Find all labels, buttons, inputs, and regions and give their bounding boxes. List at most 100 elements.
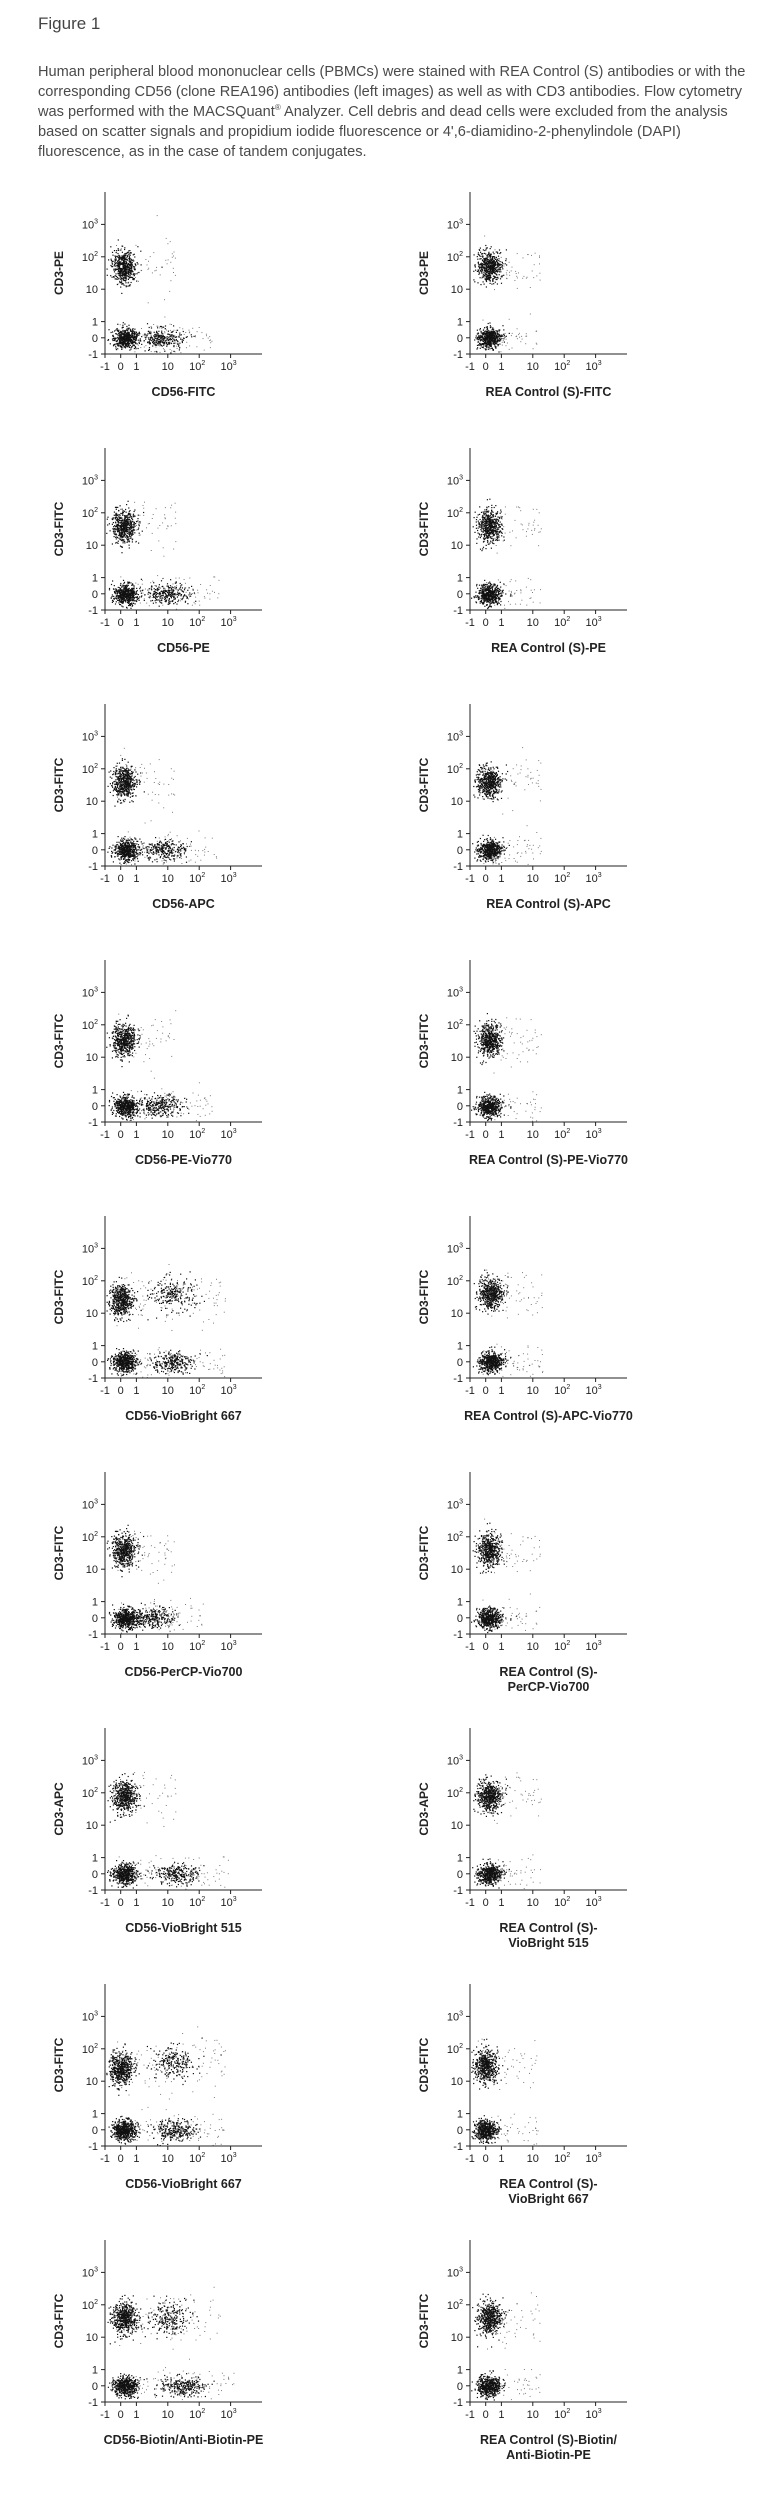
event-dot bbox=[157, 588, 158, 589]
event-dot bbox=[117, 253, 118, 254]
event-dot bbox=[492, 263, 493, 264]
event-dot bbox=[122, 257, 123, 258]
event-dot bbox=[126, 512, 127, 513]
event-dot bbox=[483, 274, 484, 275]
event-dot bbox=[173, 339, 174, 340]
event-dot bbox=[176, 587, 177, 588]
event-dot bbox=[189, 330, 190, 331]
y-tick-label: 102 bbox=[447, 251, 463, 264]
event-dot bbox=[173, 351, 174, 352]
event-dot bbox=[132, 597, 133, 598]
event-dot bbox=[123, 510, 124, 511]
event-dot bbox=[132, 519, 133, 520]
event-dot bbox=[123, 331, 124, 332]
event-dot bbox=[477, 282, 478, 283]
event-dot bbox=[532, 271, 533, 272]
event-dot bbox=[491, 514, 492, 515]
event-dot bbox=[496, 545, 497, 546]
event-dot bbox=[490, 529, 491, 530]
event-dot bbox=[536, 509, 537, 510]
event-dot bbox=[121, 338, 122, 339]
event-dot bbox=[126, 587, 127, 588]
event-dot bbox=[138, 348, 139, 349]
event-dot bbox=[136, 334, 137, 335]
event-dot bbox=[163, 343, 164, 344]
event-dot bbox=[141, 270, 142, 271]
event-dot bbox=[480, 603, 481, 604]
event-dot bbox=[493, 262, 494, 263]
x-tick-label: 1 bbox=[498, 617, 504, 629]
event-dot bbox=[112, 264, 113, 265]
event-dot bbox=[488, 266, 489, 267]
event-dot bbox=[178, 590, 179, 591]
event-dot bbox=[176, 332, 177, 333]
event-dot bbox=[485, 513, 486, 514]
event-dot bbox=[536, 344, 537, 345]
event-dot bbox=[152, 533, 153, 534]
event-dot bbox=[129, 250, 130, 251]
event-dot bbox=[490, 520, 491, 521]
event-dot bbox=[130, 582, 131, 583]
event-dot bbox=[490, 270, 491, 271]
event-dot bbox=[500, 271, 501, 272]
event-dot bbox=[168, 337, 169, 338]
event-dot bbox=[131, 516, 132, 517]
event-dot bbox=[175, 512, 176, 513]
event-dot bbox=[123, 589, 124, 590]
event-dot bbox=[178, 600, 179, 601]
event-dot bbox=[116, 516, 117, 517]
event-dot bbox=[500, 278, 501, 279]
event-dot bbox=[490, 522, 491, 523]
event-dot bbox=[132, 264, 133, 265]
event-dot bbox=[138, 524, 139, 525]
event-dot bbox=[139, 515, 140, 516]
event-dot bbox=[136, 594, 137, 595]
event-dot bbox=[506, 339, 507, 340]
event-dot bbox=[125, 591, 126, 592]
event-dot bbox=[491, 334, 492, 335]
event-dot bbox=[120, 269, 121, 270]
event-dot bbox=[169, 595, 170, 596]
event-dot bbox=[481, 525, 482, 526]
event-dot bbox=[506, 336, 507, 337]
event-dot bbox=[501, 262, 502, 263]
event-dot bbox=[509, 349, 510, 350]
event-dot bbox=[483, 330, 484, 331]
event-dot bbox=[153, 596, 154, 597]
event-dot bbox=[154, 341, 155, 342]
event-dot bbox=[158, 528, 159, 529]
event-dot bbox=[490, 283, 491, 284]
event-dot bbox=[126, 279, 127, 280]
event-dot bbox=[181, 584, 182, 585]
event-dot bbox=[128, 600, 129, 601]
event-dot bbox=[184, 594, 185, 595]
event-dot bbox=[117, 324, 118, 325]
event-dot bbox=[116, 542, 117, 543]
event-dot bbox=[112, 262, 113, 263]
event-dot bbox=[184, 334, 185, 335]
event-dot bbox=[155, 340, 156, 341]
event-dot bbox=[150, 256, 151, 257]
event-dot bbox=[138, 345, 139, 346]
event-dot bbox=[480, 590, 481, 591]
event-dot bbox=[503, 541, 504, 542]
y-tick-label: 10 bbox=[86, 540, 98, 552]
event-dot bbox=[136, 521, 137, 522]
event-dot bbox=[496, 513, 497, 514]
event-dot bbox=[500, 513, 501, 514]
event-dot bbox=[479, 264, 480, 265]
event-dot bbox=[189, 587, 190, 588]
event-dot bbox=[162, 522, 163, 523]
event-dot bbox=[134, 329, 135, 330]
event-dot bbox=[539, 255, 540, 256]
event-dot bbox=[495, 347, 496, 348]
event-dot bbox=[117, 341, 118, 342]
event-dot bbox=[132, 518, 133, 519]
event-dot bbox=[158, 589, 159, 590]
event-dot bbox=[154, 270, 155, 271]
event-dot bbox=[493, 523, 494, 524]
event-dot bbox=[495, 345, 496, 346]
event-dot bbox=[178, 593, 179, 594]
event-dot bbox=[478, 528, 479, 529]
event-dot bbox=[199, 605, 200, 606]
